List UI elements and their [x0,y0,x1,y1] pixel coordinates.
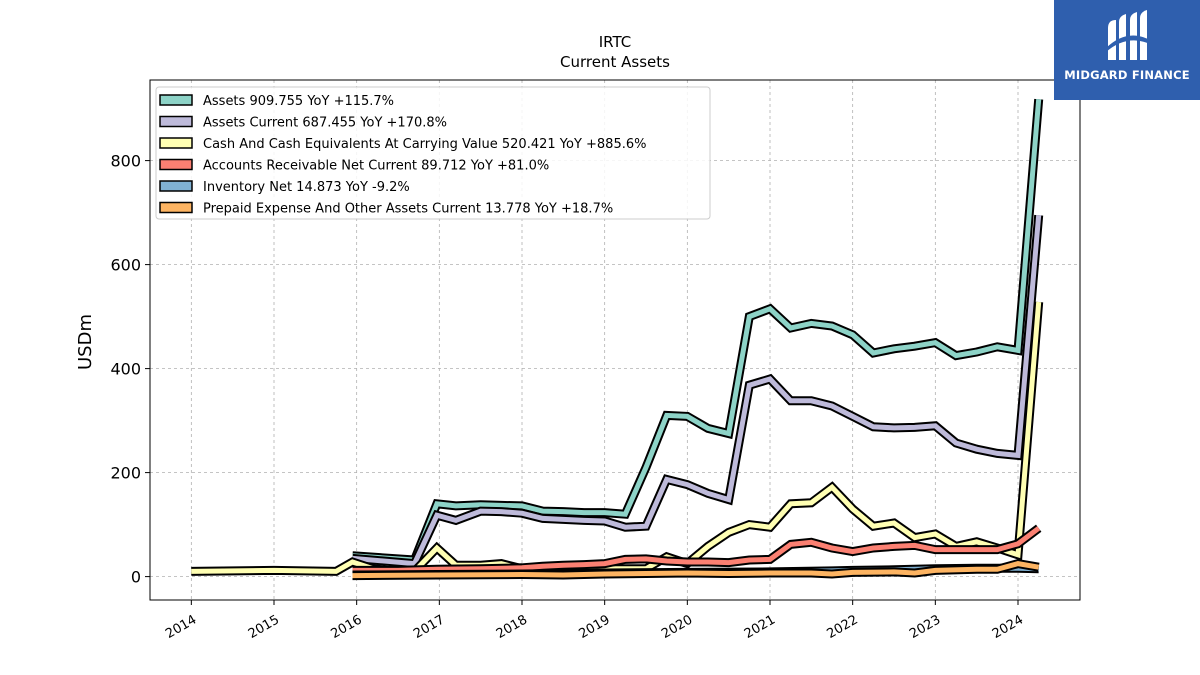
legend-swatch [159,201,193,214]
legend: Assets 909.755 YoY +115.7% Assets Current… [155,86,711,220]
x-tick-label: 2018 [494,612,530,642]
series-line-stroke [352,561,1040,579]
x-tick-label: 2020 [659,612,695,642]
x-tick-label: 2015 [246,612,282,642]
x-tick-label: 2017 [411,612,447,642]
series-line-stroke [352,526,1041,573]
x-tick-label: 2016 [329,612,365,642]
series-line-stroke [352,98,1042,563]
series-line [352,214,1044,569]
brand-logo: MIDGARD FINANCE [1054,0,1200,100]
legend-swatch [159,115,193,128]
legend-swatch [159,137,193,149]
series-line-stroke [352,214,1042,567]
y-tick-label: 200 [110,464,141,483]
legend-label: Prepaid Expense And Other Assets Current… [203,202,613,217]
series-line [352,558,1040,581]
legend-box [155,86,711,220]
legend-label: Assets 909.755 YoY +115.7% [203,94,394,109]
x-tick-label: 2021 [742,612,778,642]
y-tick-label: 800 [110,152,141,171]
y-tick-label: 600 [110,256,141,275]
series-line [352,98,1044,565]
x-tick-label: 2024 [990,612,1026,642]
y-axis-label: USDm [75,314,96,370]
chart-subtitle: Current Assets [560,53,670,71]
legend-label: Assets Current 687.455 YoY +170.8% [203,116,447,131]
legend-swatch [159,180,193,192]
legend-label: Inventory Net 14.873 YoY -9.2% [203,180,410,195]
x-tick-label: 2022 [825,612,861,642]
y-tick-label: 0 [131,568,141,587]
brand-logo-icon [1106,10,1150,60]
chart-title: IRTC [599,33,632,51]
x-tick-label: 2019 [577,612,613,642]
x-tick-label: 2023 [907,612,943,642]
legend-label: Cash And Cash Equivalents At Carrying Va… [203,137,646,152]
x-tick-label: 2014 [163,612,199,642]
y-tick-label: 400 [110,360,141,379]
series-line [352,524,1042,575]
plot-frame [149,79,1081,601]
series-line-outline [352,214,1044,569]
legend-swatch [159,94,193,106]
legend-label: Accounts Receivable Net Current 89.712 Y… [203,159,549,174]
legend-swatch [159,158,193,171]
series-layer [191,98,1044,581]
brand-name: MIDGARD FINANCE [1064,68,1190,82]
